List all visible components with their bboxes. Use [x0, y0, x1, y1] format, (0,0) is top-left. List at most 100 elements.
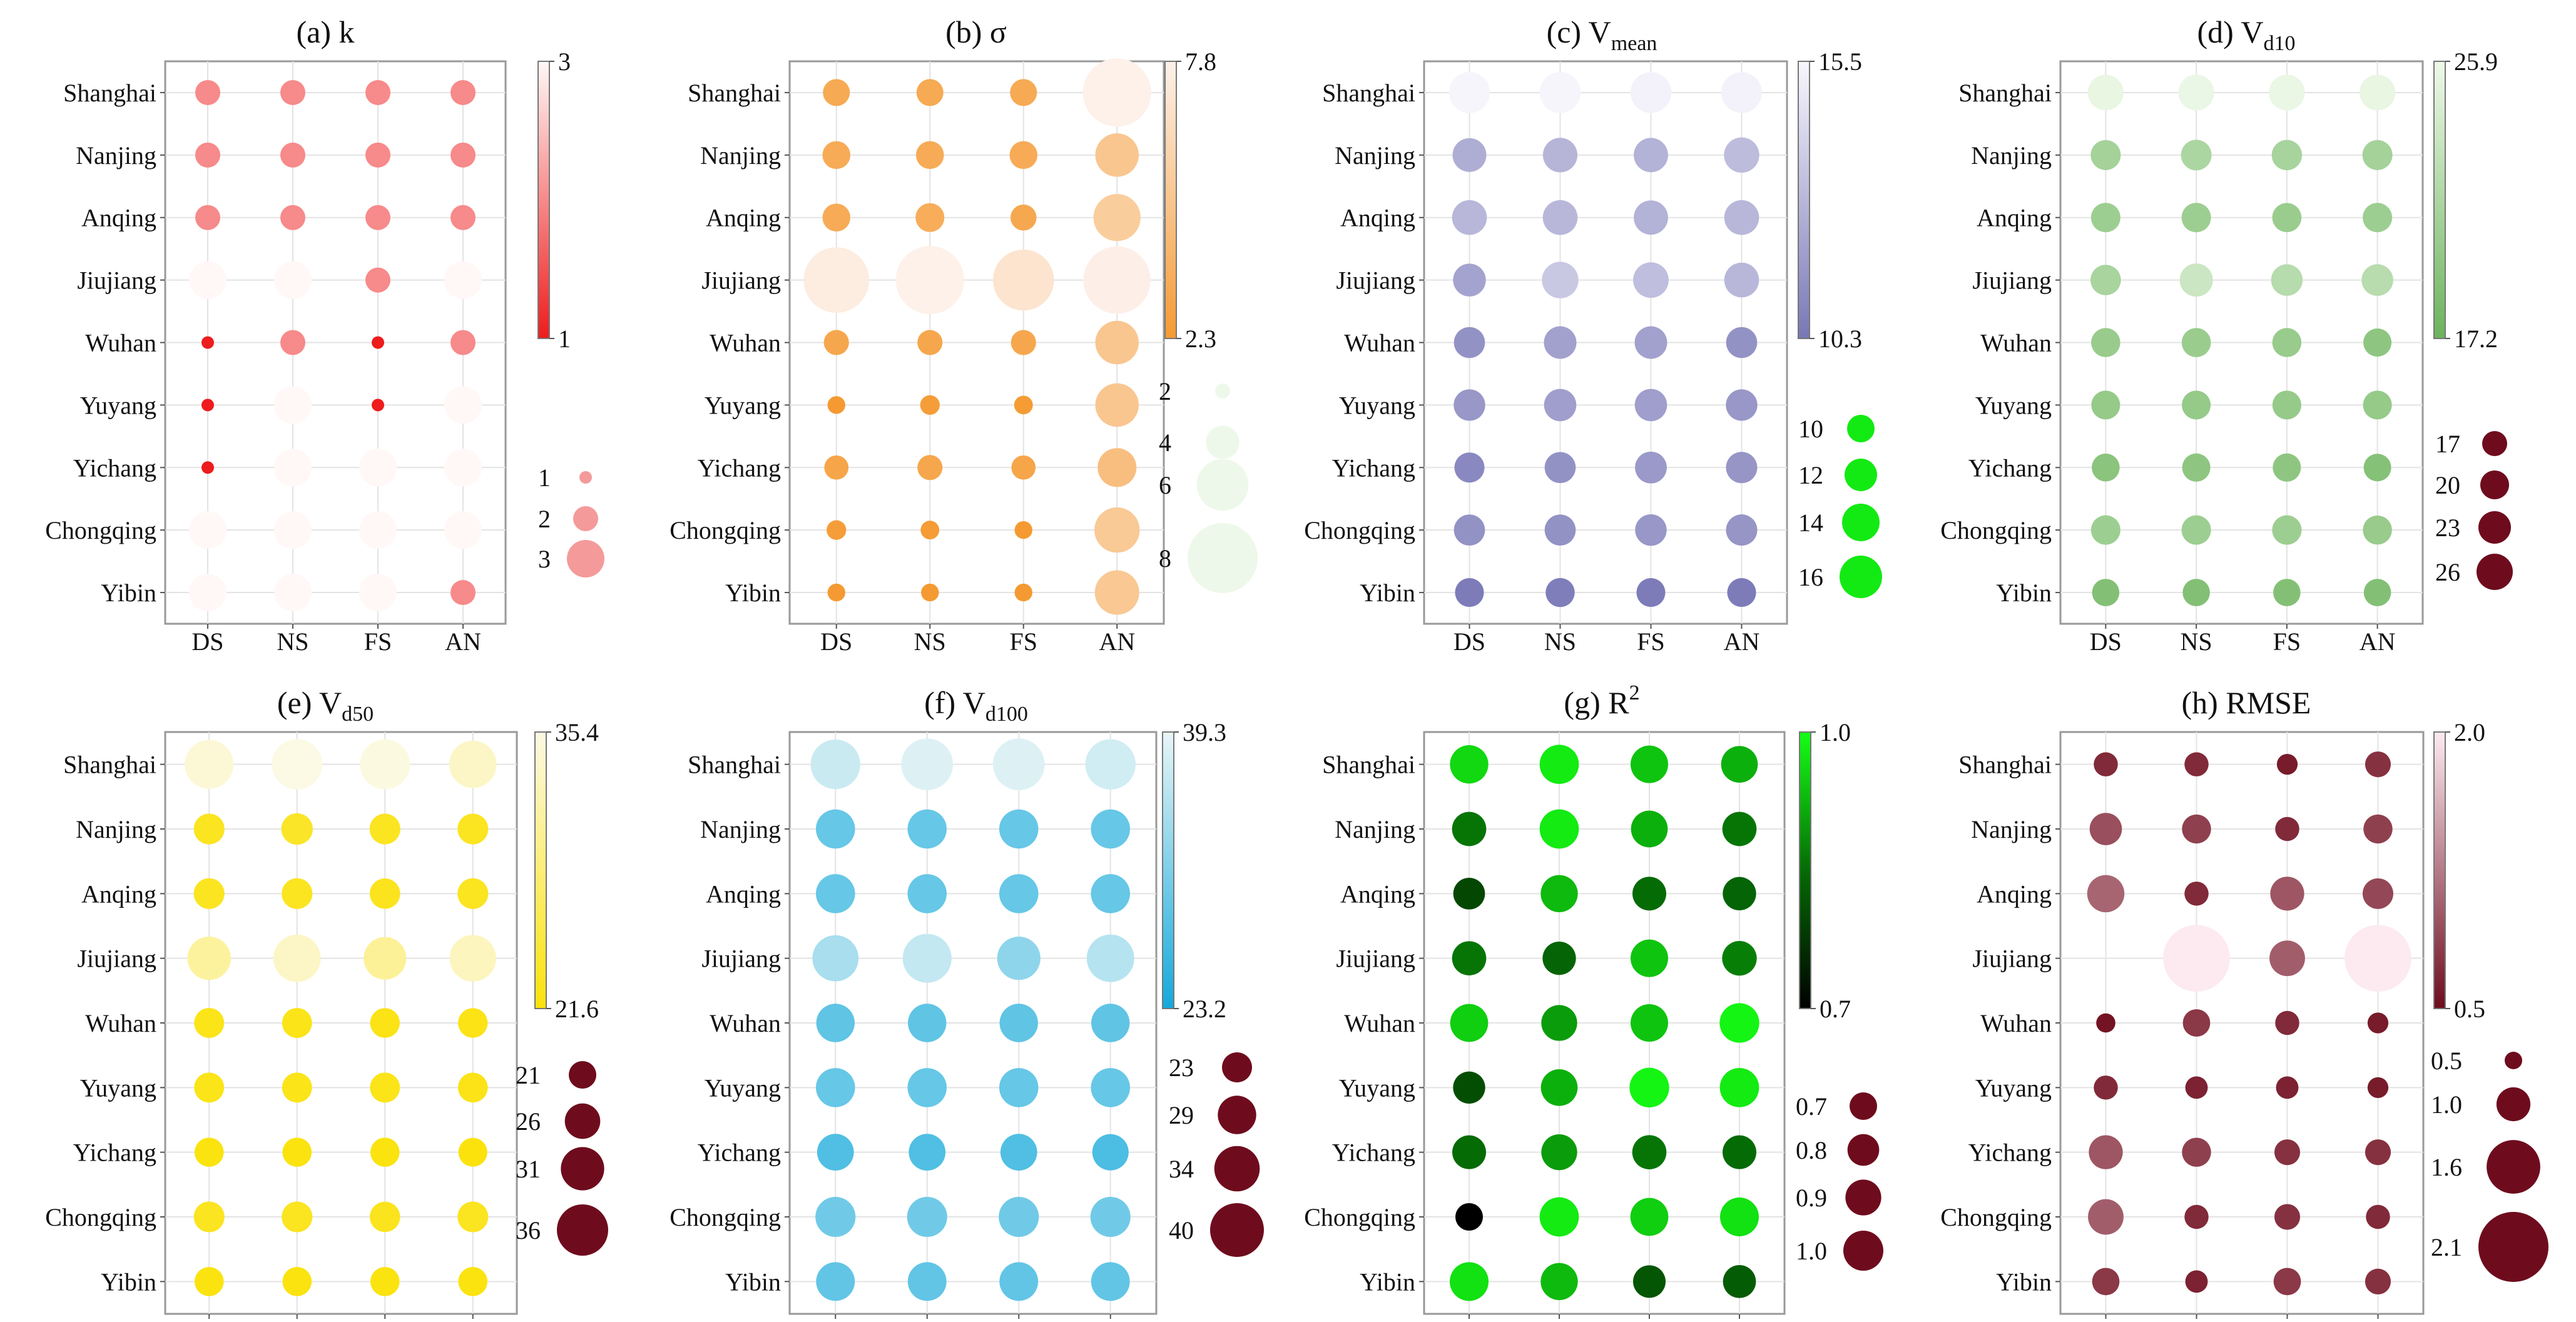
data-point	[2096, 1013, 2115, 1033]
data-point	[2363, 878, 2393, 909]
x-tick-label: AN	[2360, 628, 2396, 656]
data-point	[2273, 453, 2301, 482]
data-point	[1726, 514, 1758, 546]
colorbar-max-label: 1.0	[1820, 718, 1851, 746]
data-point	[902, 933, 952, 983]
data-point	[372, 336, 384, 349]
data-point	[1630, 72, 1672, 113]
data-point	[282, 1072, 312, 1103]
data-point	[2091, 390, 2120, 420]
y-tick-label: Anqing	[1340, 204, 1415, 232]
data-point	[917, 330, 943, 355]
data-point	[1723, 877, 1756, 911]
data-point	[370, 1137, 400, 1167]
colorbar	[534, 731, 547, 1009]
panel-title: (c) Vmean	[1547, 14, 1657, 55]
size-legend-marker	[1214, 1146, 1260, 1192]
y-tick-label: Yuyang	[1339, 391, 1415, 419]
y-tick-label: Yichang	[698, 454, 781, 482]
data-point	[1724, 262, 1759, 298]
y-tick-label: Wuhan	[710, 329, 781, 357]
y-tick-label: Anqing	[1340, 880, 1415, 908]
x-tick-label: NS	[2181, 1318, 2212, 1322]
data-point	[1455, 578, 1484, 608]
data-point	[1450, 1262, 1489, 1301]
panel-title-subscript: d50	[342, 703, 374, 726]
data-point	[1631, 1004, 1668, 1042]
data-point	[920, 395, 940, 415]
y-tick-label: Chongqing	[669, 516, 781, 544]
size-legend-marker	[1210, 1203, 1264, 1257]
data-point	[901, 738, 954, 790]
data-point	[1632, 1135, 1667, 1169]
x-tick-label: NS	[914, 628, 946, 656]
colorbar-max-label: 39.3	[1183, 718, 1226, 746]
data-point	[2094, 1075, 2118, 1100]
colorbar-max-label: 35.4	[555, 718, 599, 746]
size-legend-marker	[1845, 459, 1877, 491]
data-point	[895, 246, 964, 315]
colorbar-max-label: 3	[558, 48, 571, 76]
data-point	[1452, 138, 1487, 172]
y-tick-label: Jiujiang	[77, 945, 156, 973]
data-point	[815, 1068, 855, 1107]
x-tick-label: AN	[2360, 1318, 2396, 1322]
y-tick-label: Jiujiang	[1336, 267, 1415, 295]
data-point	[1000, 1134, 1037, 1171]
data-point	[1091, 1262, 1130, 1301]
y-tick-label: Shanghai	[63, 79, 156, 107]
size-legend-marker	[1847, 415, 1875, 442]
data-point	[1631, 810, 1668, 848]
data-point	[2269, 940, 2305, 977]
y-tick-label: Yibin	[1360, 1268, 1415, 1296]
y-tick-label: Yichang	[698, 1139, 781, 1167]
size-legend-marker	[569, 1061, 596, 1089]
panel-f: Shanghai Nanjing Anqing Jiujiang Wuhan Yuyang…	[669, 685, 1264, 1322]
size-legend-label: 0.8	[1796, 1136, 1827, 1164]
data-point	[2178, 74, 2214, 111]
data-point	[1635, 514, 1667, 546]
x-tick-label: DS	[1453, 1318, 1485, 1322]
data-point	[2182, 1009, 2211, 1037]
data-point	[1010, 79, 1037, 106]
x-tick-label: DS	[1453, 628, 1485, 656]
data-point	[359, 449, 397, 487]
data-point	[185, 740, 234, 789]
y-tick-label: Yibin	[101, 579, 156, 607]
data-point	[2365, 1139, 2391, 1166]
size-legend-label: 1.6	[2431, 1153, 2462, 1181]
y-tick-label: Yichang	[1332, 454, 1415, 482]
y-tick-label: Yuyang	[80, 1074, 156, 1102]
data-point	[1724, 137, 1759, 173]
data-point	[1722, 811, 1757, 847]
panel-title-main: (a) k	[297, 14, 355, 49]
data-point	[1539, 809, 1579, 849]
size-legend-label: 21	[516, 1061, 541, 1089]
data-point	[281, 813, 313, 845]
panel-title-subscript: d100	[985, 703, 1028, 726]
data-point	[1086, 934, 1134, 982]
data-point	[370, 1008, 400, 1038]
data-point	[1454, 452, 1485, 483]
data-point	[1634, 326, 1667, 359]
data-point	[193, 878, 225, 909]
data-point	[2184, 752, 2209, 776]
y-tick-label: Shanghai	[1322, 751, 1415, 779]
data-point	[451, 142, 476, 168]
data-point	[2366, 1204, 2390, 1229]
data-point	[824, 455, 849, 480]
data-point	[1726, 327, 1758, 358]
y-tick-label: Yibin	[1996, 579, 2052, 607]
data-point	[444, 261, 482, 299]
size-legend-label: 23	[1169, 1054, 1194, 1082]
data-point	[193, 1201, 225, 1233]
data-point	[1083, 246, 1151, 314]
y-tick-label: Nanjing	[700, 815, 781, 843]
x-tick-label: AN	[1099, 628, 1135, 656]
size-legend-label: 6	[1159, 471, 1171, 499]
data-point	[1095, 133, 1139, 177]
y-tick-label: Wuhan	[1980, 1009, 2052, 1037]
data-point	[444, 386, 482, 424]
y-tick-label: Yichang	[1968, 1139, 2052, 1167]
panel-h: Shanghai Nanjing Anqing Jiujiang Wuhan Yuyang…	[1940, 685, 2548, 1322]
